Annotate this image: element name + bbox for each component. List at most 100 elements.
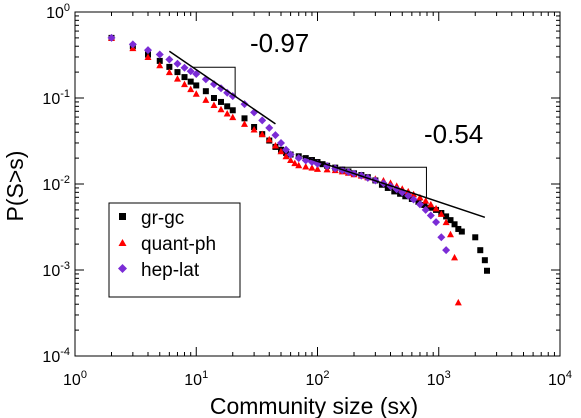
y-tick-label: 10-2 (42, 174, 70, 194)
data-point (107, 33, 116, 42)
data-point (187, 78, 194, 85)
data-point (193, 82, 200, 89)
data-point (421, 205, 430, 214)
data-point (295, 161, 303, 169)
data-point (287, 156, 295, 164)
data-point (432, 204, 440, 212)
fit-line (168, 50, 276, 125)
data-point (173, 59, 182, 68)
data-point (217, 105, 225, 113)
data-point (282, 152, 290, 160)
data-point (271, 142, 279, 149)
data-point (217, 98, 224, 105)
data-point (202, 96, 210, 103)
data-point (302, 162, 310, 170)
data-point (258, 130, 266, 138)
axis-ticks (74, 11, 561, 357)
data-point (229, 113, 237, 121)
legend-label-gr-gc: gr-gc (141, 208, 184, 229)
data-point (271, 131, 280, 140)
data-point (437, 233, 446, 242)
data-point (442, 218, 450, 226)
data-point (422, 197, 430, 204)
legend: gr-gc quant-ph hep-lat (108, 202, 241, 298)
fit-lines (168, 50, 486, 219)
data-point (209, 80, 218, 89)
data-point (442, 246, 451, 255)
data-point (308, 164, 316, 171)
data-point (223, 88, 232, 97)
legend-label-hep-lat: hep-lat (141, 260, 200, 281)
data-point (415, 200, 424, 209)
data-point (404, 191, 413, 200)
data-point (319, 161, 326, 168)
slope-bracket (335, 166, 427, 198)
data-point (277, 147, 285, 155)
data-point (155, 50, 164, 59)
legend-item-quant-ph: quant-ph (118, 234, 216, 255)
data-point (427, 200, 435, 208)
data-point (277, 138, 286, 147)
data-point (415, 198, 422, 205)
data-point (416, 193, 424, 201)
data-point (432, 218, 441, 227)
square-marker-icon (119, 213, 126, 220)
data-point (223, 110, 231, 117)
data-point (458, 228, 465, 235)
data-point (265, 135, 273, 143)
data-point (156, 57, 163, 64)
data-point (443, 213, 450, 220)
fit-line (302, 155, 486, 219)
data-point (180, 80, 188, 88)
slope-annotations: -0.97 -0.54 (250, 28, 483, 149)
y-tick-label: 10-4 (42, 346, 70, 366)
data-point (426, 211, 435, 220)
legend-item-gr-gc: gr-gc (119, 208, 184, 229)
data-point (454, 298, 462, 306)
data-point (258, 116, 267, 125)
data-point (427, 204, 434, 211)
triangle-marker-icon (118, 239, 127, 246)
data-point (286, 150, 295, 159)
data-point (144, 53, 152, 60)
data-point (156, 61, 164, 69)
x-tick-label: 100 (63, 369, 87, 389)
data-point (224, 103, 231, 110)
data-point (282, 145, 291, 154)
data-point (241, 115, 248, 122)
data-point (391, 188, 398, 195)
data-point (216, 84, 225, 93)
data-point (173, 75, 181, 82)
data-point (409, 195, 418, 204)
data-point (187, 85, 195, 93)
data-point (250, 126, 258, 133)
slope-annotation-shallow: -0.54 (424, 119, 483, 149)
slope-annotation-steep: -0.97 (250, 28, 309, 58)
data-point (384, 184, 391, 191)
slope-label-steep: -0.97 (250, 28, 309, 58)
data-point (210, 95, 217, 101)
data-point (186, 67, 195, 76)
y-tick-label: 100 (46, 2, 70, 22)
data-point (165, 55, 174, 64)
data-point (192, 70, 201, 79)
y-tick-label: 10-1 (42, 88, 70, 108)
legend-box (108, 202, 241, 298)
data-point (451, 253, 459, 261)
legend-item-hep-lat: hep-lat (118, 260, 200, 281)
data-point (455, 225, 462, 232)
data-point (472, 234, 479, 241)
data-point (174, 69, 181, 76)
x-axis-label: Community size (sx) (210, 393, 418, 418)
data-point (481, 257, 488, 264)
data-point (484, 267, 491, 274)
data-point (265, 123, 274, 132)
x-tick-label: 103 (427, 369, 451, 389)
data-point (447, 217, 454, 224)
slope-label-shallow: -0.54 (424, 119, 483, 149)
data-point (181, 74, 188, 81)
x-tick-label: 104 (548, 369, 572, 389)
data-point (165, 68, 173, 76)
